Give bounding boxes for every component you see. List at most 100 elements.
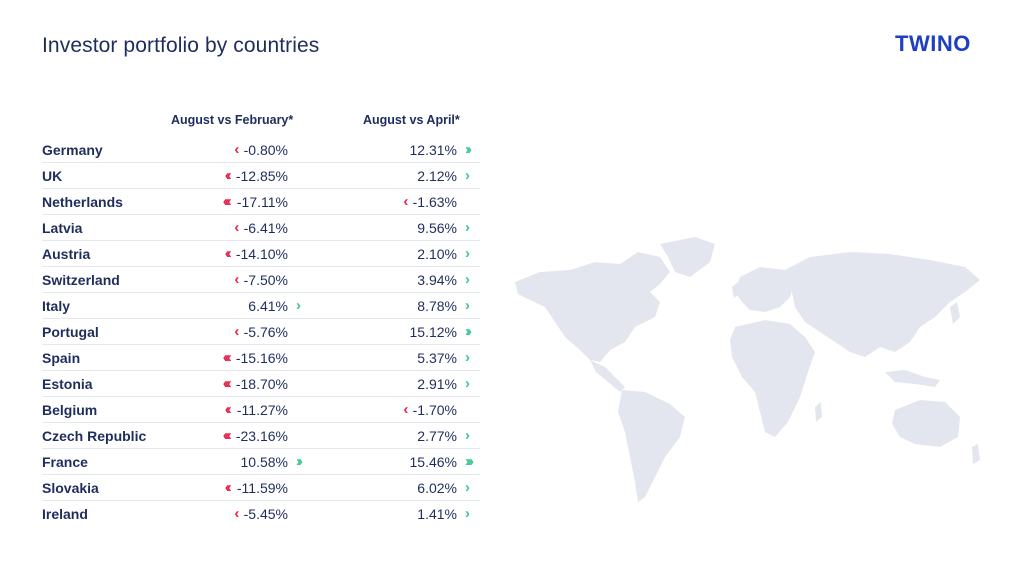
increase-arrow-icon: › (465, 349, 470, 366)
value-aug-vs-apr: 2.12% (417, 168, 457, 184)
decrease-arrow-icon: ‹‹ (224, 167, 232, 184)
table-row: Portugal -5.76% ‹ 15.12% ›› (42, 319, 480, 345)
twino-logo: TWINO (895, 31, 971, 56)
map-central-america (590, 360, 625, 392)
increase-arrow-icon: › (296, 297, 301, 314)
map-australia (892, 400, 960, 447)
table-row: Austria -14.10% ‹‹ 2.10% › (42, 241, 480, 267)
increase-arrow-icon: › (465, 297, 470, 314)
value-aug-vs-apr: 6.02% (417, 480, 457, 496)
decrease-arrow-icon: ‹ (234, 505, 239, 522)
increase-arrow-icon: › (465, 375, 470, 392)
table-row: Ireland -5.45% ‹ 1.41% › (42, 501, 480, 527)
value-aug-vs-feb: -18.70% (235, 376, 288, 392)
decrease-arrow-icon: ‹‹‹ (222, 427, 232, 444)
map-greenland (660, 237, 715, 277)
value-aug-vs-apr: -1.63% (412, 194, 457, 210)
value-aug-vs-feb: -14.10% (235, 246, 288, 262)
increase-arrow-icon: › (465, 505, 470, 522)
map-japan (950, 302, 960, 324)
decrease-arrow-icon: ‹‹ (224, 401, 232, 418)
increase-arrow-icon: › (465, 219, 470, 236)
decrease-arrow-icon: ‹‹ (224, 245, 232, 262)
country-label: UK (42, 168, 63, 184)
country-label: Austria (42, 246, 91, 262)
decrease-arrow-icon: ‹‹‹ (222, 349, 232, 366)
decrease-arrow-icon: ‹‹‹ (222, 375, 232, 392)
country-label: Slovakia (42, 480, 99, 496)
value-aug-vs-apr: 1.41% (417, 506, 457, 522)
map-indonesia (885, 370, 940, 387)
value-aug-vs-apr: -1.70% (412, 402, 457, 418)
value-aug-vs-apr: 2.10% (417, 246, 457, 262)
value-aug-vs-feb: -5.76% (243, 324, 288, 340)
increase-arrow-icon: ››› (465, 453, 474, 470)
value-aug-vs-apr: 15.12% (409, 324, 457, 340)
country-label: Ireland (42, 506, 88, 522)
table-row: UK -12.85% ‹‹ 2.12% › (42, 163, 480, 189)
table-row: Germany -0.80% ‹ 12.31% ›› (42, 137, 480, 163)
value-aug-vs-apr: 5.37% (417, 350, 457, 366)
country-label: Netherlands (42, 194, 123, 210)
value-aug-vs-feb: 10.58% (240, 454, 288, 470)
country-label: Belgium (42, 402, 98, 418)
value-aug-vs-feb: -12.85% (235, 168, 288, 184)
decrease-arrow-icon: ‹ (234, 323, 239, 340)
table-row: Estonia -18.70% ‹‹‹ 2.91% › (42, 371, 480, 397)
country-label: Switzerland (42, 272, 120, 288)
table-row: Latvia -6.41% ‹ 9.56% › (42, 215, 480, 241)
country-label: Spain (42, 350, 81, 366)
value-aug-vs-feb: -7.50% (243, 272, 288, 288)
value-aug-vs-apr: 8.78% (417, 298, 457, 314)
column-header-apr: August vs April* (363, 113, 460, 127)
increase-arrow-icon: › (465, 245, 470, 262)
value-aug-vs-feb: -11.59% (236, 480, 288, 496)
decrease-arrow-icon: ‹ (403, 401, 408, 418)
value-aug-vs-feb: 6.41% (248, 298, 288, 314)
map-europe (735, 267, 795, 312)
portfolio-table: Germany -0.80% ‹ 12.31% ›› UK -12.85% ‹‹ 2.12% › N… (42, 137, 480, 527)
decrease-arrow-icon: ‹‹‹ (222, 193, 232, 210)
decrease-arrow-icon: ‹‹ (224, 479, 232, 496)
country-label: France (42, 454, 88, 470)
increase-arrow-icon: › (465, 479, 470, 496)
map-madagascar (815, 402, 822, 422)
map-north-america (515, 252, 670, 362)
country-label: Estonia (42, 376, 93, 392)
increase-arrow-icon: › (465, 427, 470, 444)
decrease-arrow-icon: ‹ (403, 193, 408, 210)
table-row: Switzerland -7.50% ‹ 3.94% › (42, 267, 480, 293)
table-row: Italy 6.41% › 8.78% › (42, 293, 480, 319)
value-aug-vs-feb: -15.16% (235, 350, 288, 366)
decrease-arrow-icon: ‹ (234, 219, 239, 236)
value-aug-vs-apr: 9.56% (417, 220, 457, 236)
map-new-zealand (972, 444, 980, 464)
decrease-arrow-icon: ‹ (234, 141, 239, 158)
table-row: Belgium -11.27% ‹‹ -1.70% ‹ (42, 397, 480, 423)
decrease-arrow-icon: ‹ (234, 271, 239, 288)
value-aug-vs-apr: 15.46% (409, 454, 457, 470)
map-asia (785, 252, 980, 357)
value-aug-vs-feb: -23.16% (235, 428, 288, 444)
value-aug-vs-feb: -17.11% (236, 194, 288, 210)
value-aug-vs-feb: -11.27% (236, 402, 288, 418)
map-south-america (618, 390, 685, 502)
world-map (515, 237, 980, 502)
country-label: Portugal (42, 324, 99, 340)
page-title: Investor portfolio by countries (42, 34, 320, 57)
increase-arrow-icon: ›› (465, 141, 472, 158)
table-row: France 10.58% ›› 15.46% ››› (42, 449, 480, 475)
value-aug-vs-apr: 12.31% (409, 142, 457, 158)
value-aug-vs-feb: -6.41% (243, 220, 288, 236)
increase-arrow-icon: › (465, 271, 470, 288)
column-header-feb: August vs February* (171, 113, 294, 127)
country-label: Latvia (42, 220, 83, 236)
map-africa (730, 320, 815, 437)
increase-arrow-icon: › (465, 167, 470, 184)
increase-arrow-icon: ›› (296, 453, 303, 470)
table-row: Czech Republic -23.16% ‹‹‹ 2.77% › (42, 423, 480, 449)
value-aug-vs-apr: 3.94% (417, 272, 457, 288)
value-aug-vs-apr: 2.77% (417, 428, 457, 444)
value-aug-vs-feb: -5.45% (243, 506, 288, 522)
map-uk (732, 282, 740, 298)
